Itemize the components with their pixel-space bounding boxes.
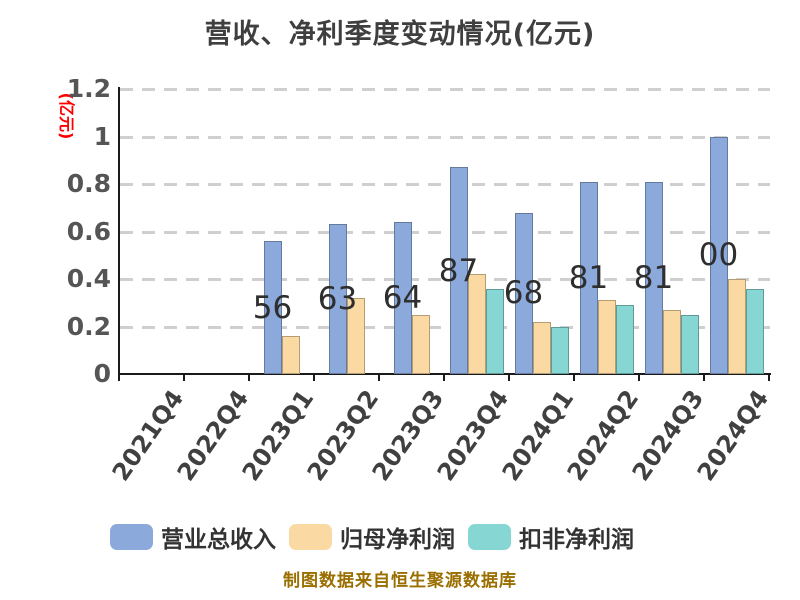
x-tick-mark — [508, 375, 510, 381]
bar-营业总收入-2024Q3 — [644, 181, 663, 374]
legend-label: 扣非净利润 — [519, 527, 634, 553]
legend-label: 归母净利润 — [340, 527, 455, 553]
bar-value-label: 68 — [503, 275, 544, 312]
x-tick-mark — [183, 375, 185, 381]
bar-营业总收入-2024Q2 — [579, 181, 598, 374]
bar-归母净利润-2024Q2 — [597, 300, 616, 374]
bar-营业总收入-2023Q4 — [449, 167, 468, 374]
legend-item-扣非净利润: 扣非净利润 — [468, 520, 634, 554]
legend-label: 营业总收入 — [161, 527, 276, 553]
gridline-0.8 — [120, 183, 770, 186]
bar-扣非净利润-2023Q4 — [485, 288, 504, 374]
y-tick-label: 0.8 — [66, 169, 111, 198]
bar-value-label: 56 — [252, 289, 293, 326]
bar-营业总收入-2023Q3 — [393, 222, 412, 374]
legend-swatch — [468, 524, 511, 550]
y-tick-label: 1.2 — [66, 74, 111, 103]
bar-营业总收入-2024Q4 — [709, 136, 728, 374]
bar-归母净利润-2023Q3 — [411, 314, 430, 374]
bar-value-label: 00 — [698, 237, 739, 274]
legend-swatch — [110, 524, 153, 550]
bar-扣非净利润-2024Q4 — [745, 288, 764, 374]
legend-swatch — [289, 524, 332, 550]
legend-item-归母净利润: 归母净利润 — [289, 520, 455, 554]
bar-value-label: 64 — [382, 280, 423, 316]
bar-归母净利润-2024Q4 — [727, 279, 746, 374]
bar-扣非净利润-2024Q2 — [615, 305, 634, 374]
y-axis-line — [118, 87, 120, 375]
x-tick-mark — [638, 375, 640, 381]
bar-归母净利润-2023Q1 — [281, 336, 300, 374]
x-tick-mark — [443, 375, 445, 381]
bar-归母净利润-2023Q2 — [346, 298, 365, 374]
bar-营业总收入-2024Q1 — [514, 212, 533, 374]
gridline-1.2 — [120, 88, 770, 91]
x-tick-mark — [703, 375, 705, 381]
y-tick-label: 1 — [93, 121, 111, 151]
x-tick-mark — [313, 375, 315, 381]
bar-value-label: 81 — [568, 259, 609, 296]
bar-归母净利润-2023Q4 — [467, 274, 486, 374]
chart-title: 营收、净利季度变动情况(亿元) — [204, 19, 596, 50]
x-axis-line — [118, 373, 771, 375]
x-tick-mark — [768, 375, 770, 381]
bar-value-label: 81 — [633, 259, 674, 296]
bar-扣非净利润-2024Q3 — [680, 314, 699, 374]
data-source-footer: 制图数据来自恒生聚源数据库 — [283, 571, 517, 591]
bar-归母净利润-2024Q1 — [532, 321, 551, 374]
x-tick-mark — [248, 375, 250, 381]
bar-归母净利润-2024Q3 — [662, 309, 681, 374]
bar-营业总收入-2023Q2 — [328, 224, 347, 374]
bar-营业总收入-2023Q1 — [263, 241, 282, 374]
y-tick-label: 0.2 — [66, 311, 111, 341]
x-tick-mark — [573, 375, 575, 381]
gridline-0.6 — [120, 230, 770, 234]
legend-item-营业总收入: 营业总收入 — [110, 520, 276, 554]
bar-value-label: 87 — [438, 252, 479, 289]
bar-扣非净利润-2024Q1 — [550, 326, 569, 374]
y-tick-label: 0 — [93, 359, 111, 388]
y-tick-label: 0.4 — [66, 264, 111, 293]
gridline-1 — [120, 135, 770, 139]
y-tick-label: 0.6 — [66, 216, 111, 246]
bar-value-label: 63 — [317, 281, 358, 318]
legend: 营业总收入 归母净利润 扣非净利润 — [110, 520, 634, 554]
gridline-0.2 — [120, 325, 770, 329]
gridline-0.4 — [120, 278, 770, 281]
x-tick-mark — [378, 375, 380, 381]
x-tick-mark — [118, 375, 120, 381]
